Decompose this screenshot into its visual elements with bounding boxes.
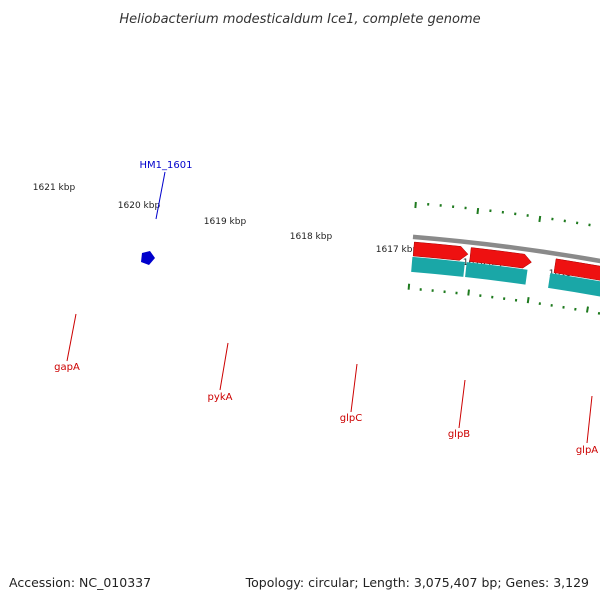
forward-gene-track [412,241,600,281]
marker-group[interactable]: HM1_1601 [140,160,193,265]
major-tick [538,215,542,223]
reverse-cds-1 [465,262,528,285]
genome-backbone [412,234,600,264]
genome-summary-text: Topology: circular; Length: 3,075,407 bp… [245,575,589,590]
scale-label: 1618 kbp [290,232,333,242]
major-tick [585,306,589,313]
gene-labels: gapA pykA glpC glpB glpA [54,313,598,456]
gene-leader-line [219,342,229,391]
marker-label[interactable]: HM1_1601 [140,160,193,171]
scale-label: 1617 kbp [376,245,419,255]
major-tick [526,297,530,304]
map-title: Heliobacterium modesticaldum Ice1, compl… [119,12,480,27]
marker-leader-line [155,171,166,220]
scale-label: 1620 kbp [118,201,161,211]
gene-leader-line [458,379,466,429]
gene-label-glpC: glpC [340,413,362,424]
gene-label-pykA: pykA [208,392,233,403]
gene-leader-line [350,363,358,413]
accession-text: Accession: NC_010337 [9,575,151,590]
scale-label: 1621 kbp [33,183,76,193]
gene-label-glpB: glpB [448,429,470,440]
forward-gene-0 [412,241,469,261]
reverse-cds-0 [411,256,465,277]
gene-label-glpA: glpA [576,445,598,456]
gene-leader-line [66,313,77,362]
gene-leader-line [586,395,593,444]
major-tick [476,207,480,215]
inner-scale-ticks [407,283,600,315]
blue-pentagon-marker-icon[interactable] [141,251,155,265]
gene-label-gapA: gapA [54,362,80,373]
forward-gene-1 [469,247,532,269]
outer-scale-ticks [414,201,591,227]
scale-label: 1619 kbp [204,217,247,227]
forward-gene-2 [553,258,600,281]
reverse-cds-track [411,256,600,297]
major-tick [467,289,470,296]
reverse-cds-2 [548,273,600,297]
